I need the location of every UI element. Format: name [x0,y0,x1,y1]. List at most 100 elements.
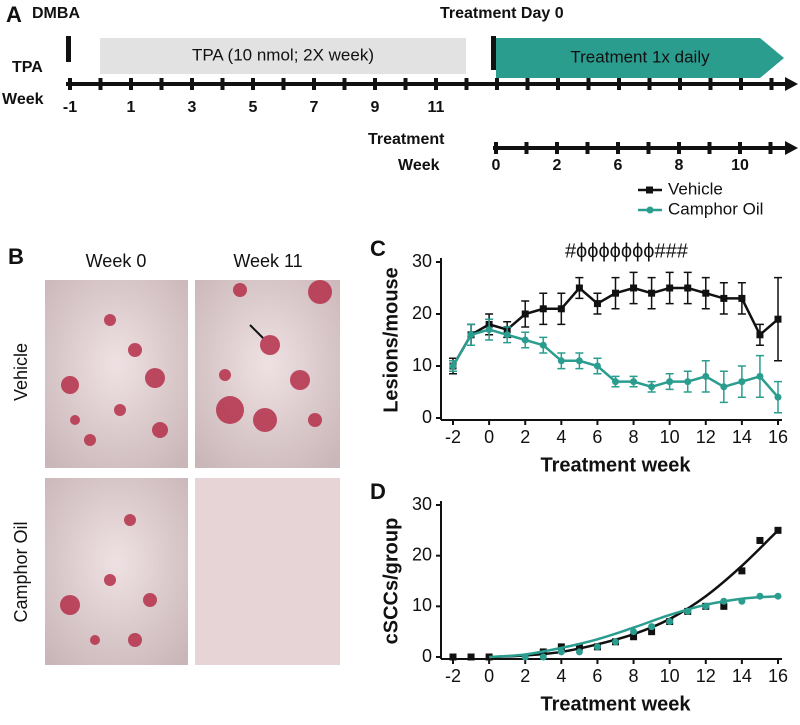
point [630,378,638,386]
point [648,628,656,636]
week-tick-label: 10 [731,157,749,174]
point [756,592,764,600]
treatment-arrow [496,38,784,78]
y-tick-label: 0 [422,407,432,427]
point [648,623,656,631]
photo [45,280,188,468]
arrow [249,324,264,339]
tick [556,78,560,90]
week-tick-label: 6 [614,157,623,174]
point [630,633,638,641]
point [720,294,728,302]
point [774,592,782,600]
point [503,331,511,339]
x-tick-label: -2 [445,666,461,686]
column-label: Week 0 [86,251,147,271]
tick [281,78,286,90]
fit-curve [489,594,779,659]
row-label: Vehicle [11,343,31,401]
point [630,628,638,636]
photo [195,478,340,665]
x-tick-label: 8 [629,427,639,447]
tick [190,78,194,90]
point [774,315,782,323]
legend-marker [646,206,654,214]
point [449,362,457,370]
point [648,289,656,297]
annotation: #ϕϕϕϕϕϕϕ### [565,240,689,262]
tick [129,78,133,90]
photo [45,478,188,665]
x-tick-label: 16 [768,666,788,686]
y-tick-label: 30 [412,251,432,271]
photos [45,280,340,665]
point [593,362,601,370]
point [557,305,565,313]
dmba-label: DMBA [32,5,80,22]
tick [647,78,652,90]
x-tick-label: 14 [732,427,752,447]
panel-letter: D [370,479,386,504]
tick [769,78,774,90]
point [539,341,547,349]
legend-label: Vehicle [668,179,723,198]
tick [708,78,713,90]
week-label: Week [2,91,44,108]
point [756,372,764,380]
point [738,294,746,302]
point [539,305,547,313]
point [666,618,674,626]
x-tick-label: 10 [660,427,680,447]
tpa-label: TPA [12,59,43,76]
week-tick-label: -1 [63,99,77,116]
point [756,331,764,339]
point [630,284,638,292]
point [575,648,583,656]
point [612,289,619,297]
axis-arrow [785,77,798,91]
dmba-marker [66,36,71,62]
x-tick-label: 6 [592,666,602,686]
tick [739,78,743,90]
y-axis-label: cSCCs/group [380,518,402,645]
x-tick-label: 12 [696,666,716,686]
tick [586,78,591,90]
point [593,300,601,308]
legend-label: Camphor Oil [668,199,763,218]
panel-letter: B [8,244,24,269]
x-tick-label: 10 [660,666,680,686]
point [575,284,583,292]
week-tick-label: 0 [492,157,501,174]
point [720,602,728,610]
point [557,648,565,656]
x-axis-label: Treatment week [540,693,691,715]
point [702,372,710,380]
point [720,383,728,391]
treatment-label: Treatment [368,131,445,148]
week-tick-label: 7 [310,99,319,116]
x-tick-label: 4 [556,427,566,447]
tick [373,78,377,90]
point [467,653,475,661]
treatment-week-label: Week [398,157,440,174]
point [521,336,529,344]
tpa-box [100,38,466,74]
y-tick-label: 10 [412,595,432,615]
day0-marker [491,36,496,70]
point [612,638,619,646]
point [557,357,565,365]
tpa-box-label: TPA (10 nmol; 2X week) [192,45,374,64]
treatment-box-label: Treatment 1x daily [570,47,710,66]
row-label: Camphor Oil [11,521,31,622]
point [612,378,619,386]
tick [251,78,255,90]
x-tick-label: 4 [556,666,566,686]
point [738,378,746,386]
point [521,310,529,318]
point [738,597,746,605]
point [648,383,656,391]
week-tick-label: 11 [428,99,445,116]
point [485,326,493,334]
